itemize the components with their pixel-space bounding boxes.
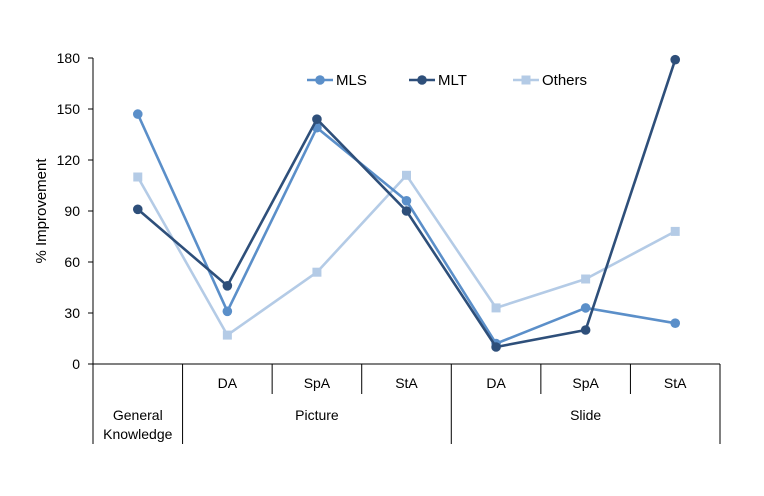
data-point-mlt — [491, 342, 501, 352]
data-point-mlt — [580, 325, 591, 335]
legend-marker-mlt — [417, 75, 427, 85]
data-point-mlt — [670, 54, 681, 65]
legend-marker-mls — [315, 75, 325, 85]
x-subcategory-label: StA — [395, 375, 418, 391]
axes — [88, 57, 720, 365]
y-tick-label: 120 — [57, 152, 81, 168]
x-group-label: Picture — [295, 407, 339, 423]
x-subcategory-label: DA — [218, 375, 238, 391]
data-point-mlt — [312, 114, 322, 124]
data-point-mlt — [222, 281, 233, 291]
category-table: DA SpA StA DA SpA StA General Knowledge Picture S… — [92, 364, 721, 444]
x-group-label: General — [113, 407, 163, 423]
y-tick-label: 0 — [72, 356, 80, 372]
data-point-others — [133, 172, 143, 182]
series-line-mls — [136, 113, 676, 345]
data-point-others — [402, 170, 411, 180]
x-subcategory-label: StA — [664, 375, 687, 391]
legend-label-mlt: MLT — [438, 72, 467, 89]
data-point-others — [670, 226, 680, 236]
legend-marker-others — [521, 75, 531, 85]
x-group-label: Slide — [570, 407, 601, 423]
legend: MLS MLT Others — [307, 72, 587, 89]
y-tick-label: 150 — [57, 101, 81, 117]
data-point-others — [222, 330, 232, 340]
data-point-mls — [222, 306, 233, 317]
data-point-mlt — [132, 204, 143, 215]
data-point-others — [581, 274, 591, 284]
y-axis-label: % Improvement — [33, 158, 50, 264]
y-tick-label: 30 — [64, 305, 80, 321]
legend-label-mls: MLS — [336, 72, 367, 89]
data-point-mls — [401, 196, 412, 206]
data-point-others — [491, 303, 501, 313]
data-point-mls — [670, 318, 681, 329]
series-layer — [132, 54, 681, 352]
data-point-mls — [132, 109, 143, 119]
data-point-mlt — [401, 206, 412, 216]
y-tick-label: 180 — [57, 50, 81, 66]
data-point-mls — [580, 303, 591, 313]
x-subcategory-label: SpA — [572, 375, 599, 391]
data-point-others — [312, 267, 322, 277]
y-tick-label: 60 — [64, 254, 80, 270]
y-tick-label: 90 — [64, 203, 80, 219]
x-subcategory-label: SpA — [304, 375, 331, 391]
x-subcategory-label: DA — [486, 375, 506, 391]
legend-label-others: Others — [542, 72, 587, 89]
x-group-label: Knowledge — [103, 426, 172, 442]
y-tick-labels: 0 30 60 90 120 150 180 — [57, 50, 81, 372]
